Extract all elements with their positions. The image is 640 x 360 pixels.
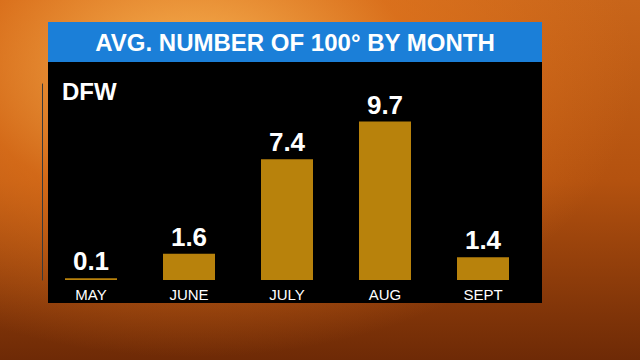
svg-text:AVG. NUMBER OF 100° BY MONTH: AVG. NUMBER OF 100° BY MONTH <box>95 29 494 56</box>
svg-text:SEPT: SEPT <box>463 286 502 303</box>
svg-text:JUNE: JUNE <box>169 286 208 303</box>
svg-text:0.1: 0.1 <box>73 246 109 276</box>
svg-text:9.7: 9.7 <box>367 90 403 120</box>
svg-text:1.6: 1.6 <box>171 222 207 252</box>
svg-text:1.4: 1.4 <box>465 225 502 255</box>
svg-text:AUG: AUG <box>369 286 402 303</box>
svg-text:MAY: MAY <box>75 286 106 303</box>
svg-text:JULY: JULY <box>269 286 305 303</box>
svg-text:7.4: 7.4 <box>269 127 306 157</box>
svg-text:DFW: DFW <box>62 78 117 105</box>
